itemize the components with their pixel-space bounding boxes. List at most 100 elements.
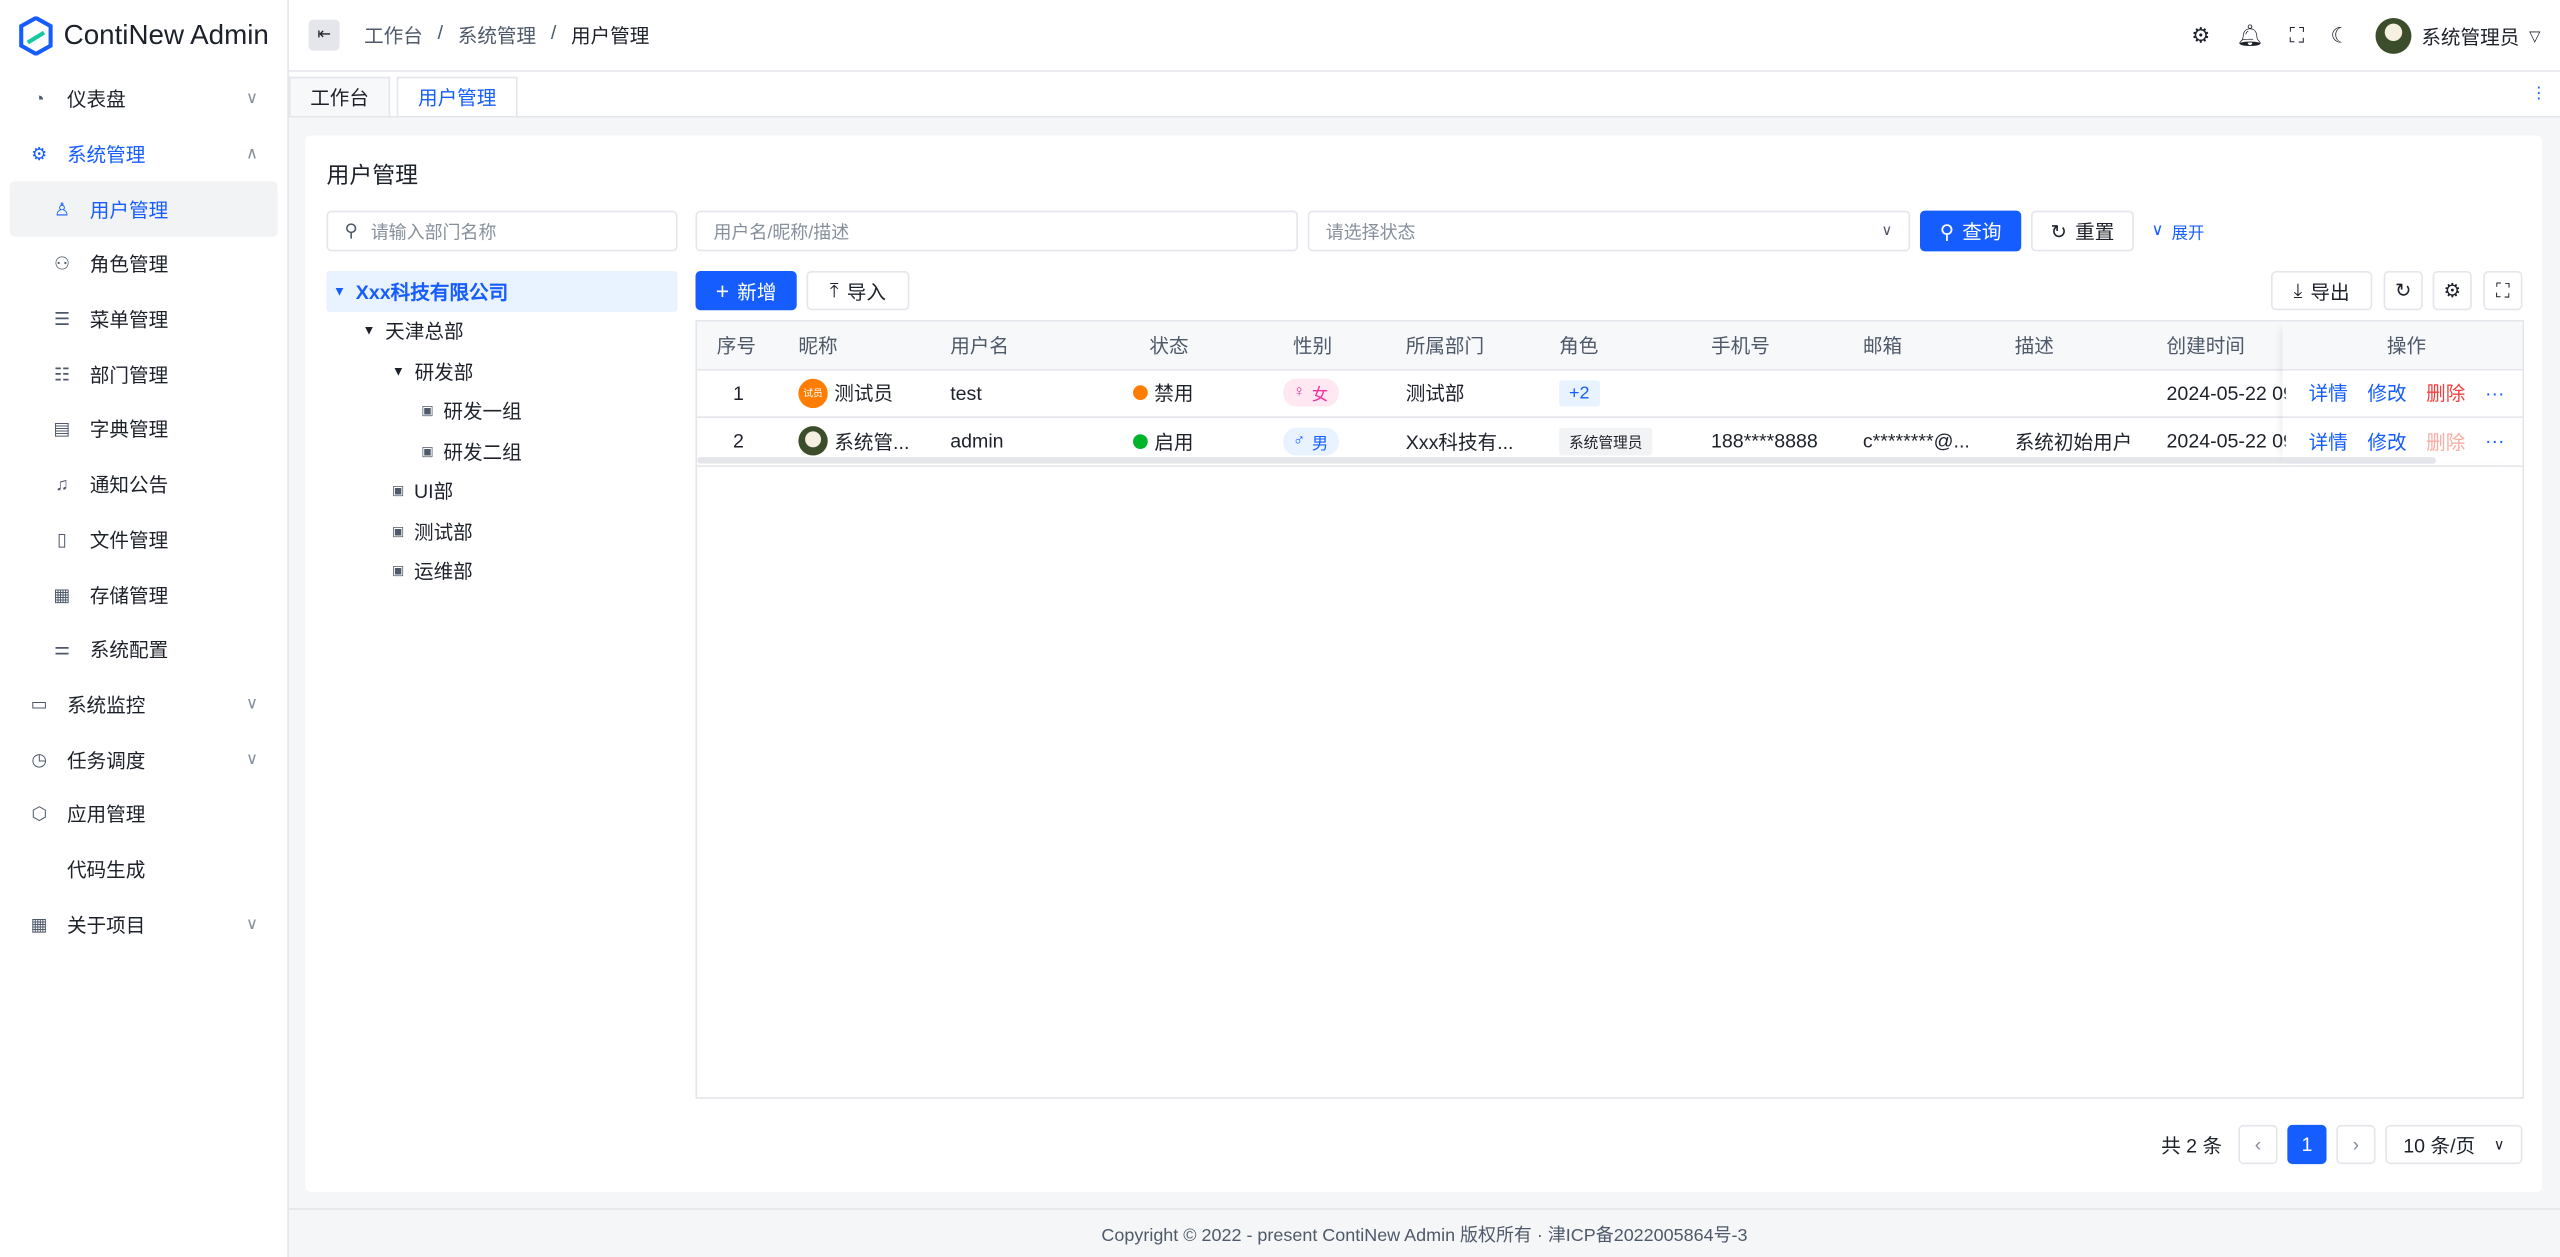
dark-mode-icon[interactable]: ☾ [2330, 22, 2350, 48]
chevron-down-icon: ▽ [2529, 26, 2541, 44]
pagination: 共 2 条 ‹ 1 › 10 条/页 ∨ [2161, 1124, 2523, 1165]
sidebar-item[interactable]: ⚇ 角色管理 [0, 237, 278, 292]
monitor-icon: ▭ [30, 695, 48, 715]
sidebar-item[interactable]: ▯ 文件管理 [0, 512, 278, 567]
tree-node[interactable]: ▣ 测试部 [327, 511, 678, 551]
username-cell: admin [950, 429, 1004, 453]
tree-node-label: 运维部 [413, 560, 473, 584]
created-cell: 2024-05-22 09 [2166, 429, 2295, 453]
sidebar-item[interactable]: ♙ 用户管理 [9, 181, 278, 237]
fullscreen-button[interactable]: ⛶ [2483, 271, 2523, 311]
tree-node[interactable]: ▼ 天津总部 [327, 311, 678, 351]
reset-button[interactable]: ↻ 重置 [2031, 210, 2134, 252]
tree-node-label: Xxx科技有限公司 [355, 280, 509, 304]
email-cell: c********@... [1862, 429, 1970, 453]
logo[interactable]: ContiNew Admin [0, 0, 287, 72]
more-icon[interactable]: ⋮ [2530, 84, 2547, 103]
user-menu[interactable]: 系统管理员 ▽ [2375, 17, 2541, 54]
sidebar-item[interactable]: ♫ 通知公告 [0, 457, 278, 512]
add-button[interactable]: + 新增 [695, 271, 797, 311]
expand-button[interactable]: ∨ 展开 [2145, 210, 2211, 252]
edit-link[interactable]: 修改 [2367, 430, 2407, 454]
dictionary-icon: ▤ [53, 420, 71, 440]
horizontal-scrollbar[interactable] [697, 457, 2436, 464]
menu-icon: ☰ [53, 310, 71, 330]
prev-page-button[interactable]: ‹ [2238, 1124, 2278, 1165]
column-header: 序号 [716, 334, 756, 358]
bell-icon[interactable]: 🔔︎ [2236, 22, 2264, 48]
detail-link[interactable]: 详情 [2308, 430, 2348, 454]
tree-node[interactable]: ▣ UI部 [327, 471, 678, 511]
main-panel: 用户管理 ⚲ 请输入部门名称 用户名/昵称/描述 请选择状态 ∨ ⚲ 查询 ↻ 重置 ∨… [305, 135, 2543, 1192]
collapse-sidebar-button[interactable]: ⇤ [308, 19, 340, 51]
gender-text: 女 [1311, 387, 1329, 406]
status-select[interactable]: 请选择状态 ∨ [1307, 210, 1911, 252]
created-cell: 2024-05-22 09 [2166, 381, 2295, 405]
breadcrumb-item: 用户管理 [570, 24, 650, 48]
gender-icon: ♂ [1293, 432, 1306, 451]
delete-link[interactable]: 删除 [2426, 382, 2466, 406]
import-button[interactable]: ⤒ 导入 [806, 271, 910, 311]
query-button[interactable]: ⚲ 查询 [1919, 210, 2022, 252]
breadcrumb-item[interactable]: 工作台 [364, 24, 423, 48]
sidebar-item[interactable]: ⚌ 系统配置 [0, 622, 278, 677]
caret-down-icon[interactable]: ▼ [333, 283, 346, 299]
tree-node[interactable]: ▣ 研发二组 [327, 431, 678, 471]
breadcrumb-item[interactable]: 系统管理 [457, 24, 537, 48]
tab-workbench[interactable]: 工作台 [288, 76, 391, 116]
keyword-input[interactable]: 用户名/昵称/描述 [695, 210, 1298, 252]
leaf-icon: ▣ [391, 523, 405, 539]
phone-cell: 188****8888 [1711, 429, 1818, 453]
refresh-button[interactable]: ↻ [2383, 271, 2423, 311]
status-cell: 禁用 [1133, 379, 1193, 407]
sidebar-item[interactable]: ▤ 字典管理 [0, 402, 278, 457]
sidebar-item[interactable]: ▦ 关于项目 ∨ [0, 897, 278, 952]
edit-link[interactable]: 修改 [2367, 382, 2407, 406]
sidebar-item[interactable]: ⬡ 应用管理 [0, 787, 278, 842]
list-icon: ☷ [53, 365, 71, 385]
more-actions-button[interactable]: ··· [2484, 381, 2505, 405]
more-actions-button[interactable]: ··· [2484, 429, 2505, 453]
settings-icon[interactable]: ⚙ [2191, 22, 2211, 48]
sidebar-item[interactable]: 代码生成 [0, 842, 278, 897]
chevron-down-icon: ∨ [245, 750, 258, 769]
avatar: 试员 [798, 378, 828, 408]
tree-node[interactable]: ▣ 运维部 [327, 551, 678, 591]
sidebar-item[interactable]: ▭ 系统监控 ∨ [0, 677, 278, 732]
logo-icon [19, 16, 53, 56]
sidebar-item-label: 通知公告 [89, 473, 169, 497]
caret-down-icon[interactable]: ▼ [362, 323, 376, 339]
column-settings-button[interactable]: ⚙ [2432, 271, 2472, 311]
next-page-button[interactable]: › [2336, 1124, 2376, 1165]
column-header: 手机号 [1711, 334, 1770, 358]
label: 重置 [2075, 220, 2115, 244]
tree-node[interactable]: ▼ Xxx科技有限公司 [326, 271, 678, 312]
export-button[interactable]: ⤓ 导出 [2271, 271, 2373, 311]
status-text: 启用 [1154, 430, 1194, 454]
page-size-select[interactable]: 10 条/页 ∨ [2385, 1124, 2523, 1165]
page-button[interactable]: 1 [2287, 1124, 2327, 1165]
sidebar-item[interactable]: ☰ 菜单管理 [0, 292, 278, 347]
sidebar-item[interactable]: ☷ 部门管理 [0, 347, 278, 402]
detail-link[interactable]: 详情 [2308, 382, 2348, 406]
sidebar-item-label: 字典管理 [89, 418, 169, 442]
page-size: 10 条/页 [2403, 1133, 2476, 1157]
app-title: ContiNew Admin [63, 19, 269, 51]
sidebar-item-label: 应用管理 [66, 803, 146, 827]
dept-search-input[interactable]: ⚲ 请输入部门名称 [326, 210, 678, 252]
placeholder: 请选择状态 [1325, 222, 1416, 243]
tab-user-management[interactable]: 用户管理 [396, 76, 518, 116]
fullscreen-icon[interactable]: ⛶ [2289, 22, 2305, 48]
sidebar-item[interactable]: ◷ 任务调度 ∨ [0, 732, 278, 787]
tree-node[interactable]: ▼ 研发部 [327, 351, 678, 391]
table-row: 2 系统管... admin 启用 ♂ 男 Xxx科技有... 系统管理员 188****888… [697, 418, 2523, 467]
caret-down-icon[interactable]: ▼ [391, 363, 405, 379]
column-header: 状态 [1149, 334, 1189, 358]
tree-node-label: 研发一组 [443, 400, 522, 424]
sidebar-item[interactable]: ⚙ 系统管理 ∧ [0, 127, 278, 182]
sidebar-item[interactable]: ◔ 仪表盘 ∨ [0, 72, 278, 127]
role-tag[interactable]: +2 [1559, 379, 1600, 407]
sidebar-item[interactable]: ▦ 存储管理 [0, 567, 278, 622]
tree-node[interactable]: ▣ 研发一组 [327, 391, 678, 431]
column-header: 性别 [1293, 334, 1333, 358]
